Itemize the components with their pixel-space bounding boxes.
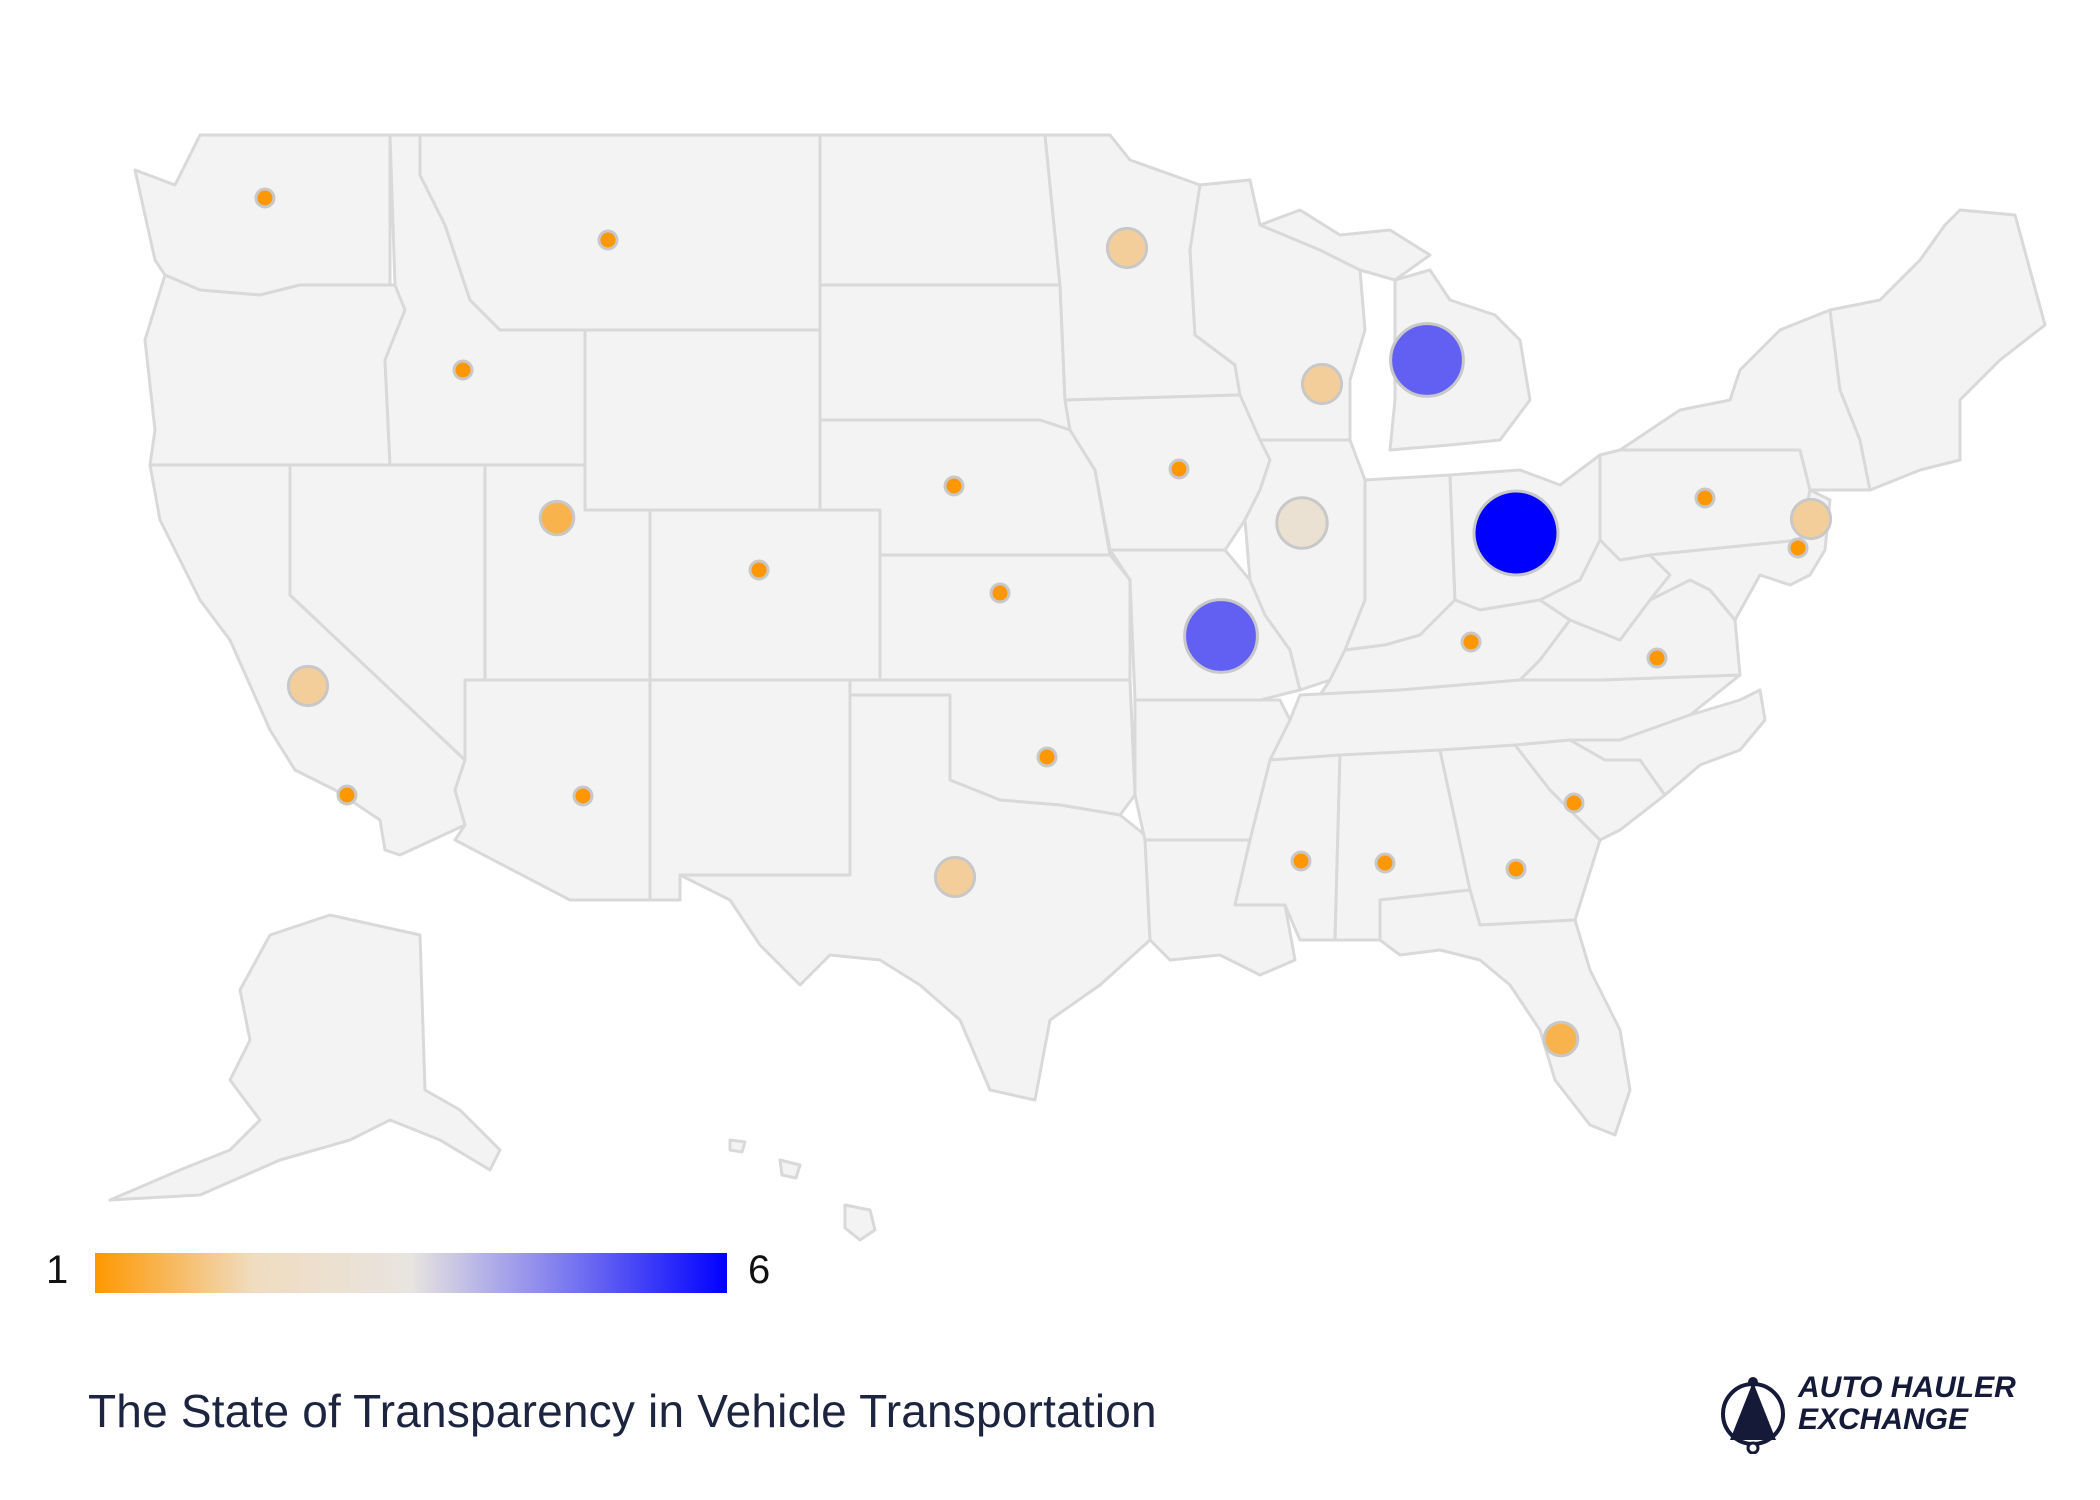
bubble-minnesota [1105, 226, 1149, 270]
bubble-new-jersey [1787, 537, 1809, 559]
state-shape [778, 1158, 802, 1180]
state-shape [728, 1138, 747, 1154]
state-shape [1828, 208, 2047, 492]
bubble-new-york [1789, 497, 1833, 541]
bubble-michigan [1389, 322, 1465, 398]
bubble-alabama [1374, 852, 1396, 874]
state-shape [1568, 688, 1767, 797]
brand-line-2: EXCHANGE [1798, 1403, 1969, 1436]
bubble-nebraska [943, 475, 965, 497]
bubble-wisconsin [1300, 362, 1344, 406]
bubble-south-carolina [1563, 792, 1585, 814]
legend-color-bar [95, 1253, 727, 1293]
bubble-arizona [572, 785, 594, 807]
bubble-florida [1542, 1020, 1580, 1058]
bubble-washington [254, 187, 276, 209]
state-shapes [108, 133, 2047, 1242]
state-shape [143, 273, 407, 467]
state-shape [1378, 888, 1632, 1137]
bubble-iowa [1168, 458, 1190, 480]
bubble-oklahoma [1036, 746, 1058, 768]
state-shape [818, 283, 1072, 432]
brand-name: AUTO HAULER EXCHANGE [1798, 1372, 2016, 1436]
auto-hauler-logo-icon [1721, 1377, 1785, 1454]
state-shape [648, 678, 852, 902]
bubble-colorado [748, 559, 770, 581]
legend-min-label: 1 [46, 1248, 69, 1292]
bubble-georgia [1505, 858, 1527, 880]
state-shape [843, 1203, 877, 1242]
bubble-mississippi [1290, 850, 1312, 872]
bubble-ohio [1472, 489, 1560, 577]
brand-line-1: AUTO HAULER [1798, 1371, 2016, 1404]
state-shape [648, 508, 882, 682]
state-shape [453, 678, 652, 902]
bubble-montana [597, 229, 619, 251]
bubble-kansas [989, 582, 1011, 604]
bubble-california-south [336, 784, 358, 806]
bubble-layer [254, 187, 1833, 1058]
legend-max-label: 6 [748, 1248, 771, 1292]
state-shape [583, 328, 822, 512]
state-shape [818, 133, 1062, 287]
state-shape [878, 553, 1132, 682]
bubble-california-north [286, 664, 330, 708]
brand-logo: AUTO HAULER EXCHANGE [1718, 1364, 2038, 1454]
state-shape [108, 913, 502, 1202]
bubble-virginia [1646, 647, 1668, 669]
state-shape [418, 133, 822, 332]
bubble-pennsylvania [1694, 487, 1716, 509]
state-shape [678, 693, 1152, 1102]
bubble-kentucky [1460, 631, 1482, 653]
bubble-illinois [1275, 496, 1329, 550]
bubble-utah [538, 499, 576, 537]
state-shape [1258, 208, 1432, 282]
bubble-missouri [1183, 598, 1259, 674]
page-title: The State of Transparency in Vehicle Tra… [88, 1385, 1157, 1437]
bubble-texas [933, 855, 977, 899]
state-shape [133, 133, 392, 297]
bubble-idaho [452, 359, 474, 381]
